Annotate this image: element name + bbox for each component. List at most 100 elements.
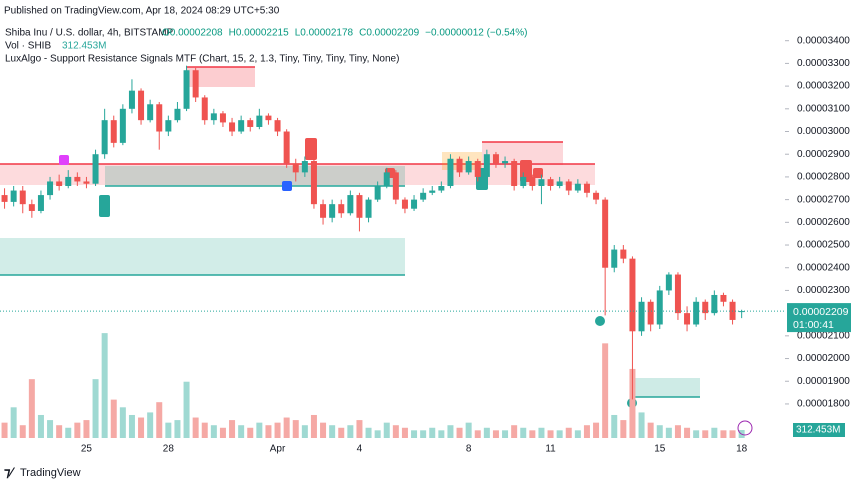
volume-bar — [547, 430, 554, 438]
volume-bar — [192, 417, 199, 438]
volume-bar — [183, 381, 190, 438]
y-tick-label: 0.00001900 — [797, 376, 850, 387]
candle-body — [429, 190, 436, 193]
candle-body — [411, 199, 418, 209]
y-tick-label: 0.00003100 — [797, 103, 850, 114]
volume-bar — [574, 430, 581, 438]
candle-body — [420, 192, 427, 200]
volume-bar — [602, 343, 609, 438]
volume-bar — [665, 427, 672, 438]
x-tick-label: 25 — [81, 444, 93, 455]
candle-body — [565, 181, 572, 191]
marker — [59, 155, 69, 165]
y-tick-label: 0.00002300 — [797, 285, 850, 296]
candle-body — [138, 90, 145, 121]
ohlc-value: H0.00002215 — [229, 28, 289, 39]
candle-body — [720, 294, 727, 302]
indicator-name: LuxAlgo - Support Resistance Signals MTF… — [5, 54, 399, 65]
volume-bar — [492, 430, 499, 438]
candle-body — [547, 179, 554, 186]
candle-body — [147, 104, 154, 121]
candle-body — [374, 186, 381, 200]
volume-value: 312.453M — [62, 41, 106, 52]
y-tick-label: 0.00002700 — [797, 194, 850, 205]
volume-bar — [411, 430, 418, 438]
volume-label: 312.453M — [796, 425, 840, 436]
candle-body — [483, 154, 490, 177]
candle-body — [674, 274, 681, 314]
candle-body — [101, 120, 108, 155]
volume-bar — [483, 427, 490, 438]
candle-body — [74, 176, 81, 182]
volume-bar — [201, 422, 208, 438]
volume-bar — [565, 427, 572, 438]
candle-body — [283, 131, 290, 164]
candle-body — [392, 172, 399, 200]
last-price-box — [787, 303, 851, 333]
support-zone — [105, 166, 405, 186]
candle-body — [656, 290, 663, 325]
volume-bar — [356, 420, 363, 438]
candle-body — [465, 161, 472, 173]
volume-bar — [65, 427, 72, 438]
candle-body — [538, 179, 545, 186]
volume-bar — [320, 422, 327, 438]
x-tick-label: 15 — [654, 444, 666, 455]
volume-bar — [520, 427, 527, 438]
volume-bar — [702, 430, 709, 438]
candle-body — [156, 104, 163, 132]
volume-title: Vol · SHIB — [5, 41, 51, 52]
candle-body — [192, 70, 199, 98]
y-tick-label: 0.00002600 — [797, 217, 850, 228]
volume-bar — [174, 420, 181, 438]
y-tick-label: 0.00002400 — [797, 262, 850, 273]
volume-bar — [656, 425, 663, 438]
volume-bar — [347, 425, 354, 438]
volume-bar — [583, 425, 590, 438]
resistance-zone — [186, 67, 255, 87]
candle-body — [583, 183, 590, 193]
price-axis — [785, 0, 852, 485]
volume-bar — [301, 425, 308, 438]
y-tick-label: 0.00002800 — [797, 172, 850, 183]
volume-bar — [729, 430, 736, 438]
y-tick-label: 0.00003300 — [797, 58, 850, 69]
volume-bar — [474, 430, 481, 438]
candle-body — [119, 108, 126, 143]
y-tick-label: 0.00002100 — [797, 330, 850, 341]
candle-body — [611, 249, 618, 268]
x-tick-label: 28 — [163, 444, 175, 455]
volume-bar — [247, 427, 254, 438]
candle-body — [620, 249, 627, 259]
volume-bar — [720, 430, 727, 438]
volume-bar — [638, 412, 645, 438]
volume-bar — [256, 422, 263, 438]
candle-body — [702, 301, 709, 314]
candle-body — [110, 120, 117, 143]
candle-body — [474, 161, 481, 177]
ohlc-value: −0.00000012 (−0.54%) — [425, 28, 527, 39]
last-price: 0.00002209 — [793, 306, 849, 318]
candle-body — [502, 161, 509, 164]
candle-body — [593, 192, 600, 200]
volume-bar — [611, 414, 618, 438]
candle-body — [556, 181, 563, 186]
candle-body — [310, 161, 317, 205]
published: Published on TradingView.com, Apr 18, 20… — [4, 6, 280, 17]
candle-body — [629, 258, 636, 332]
candle-body — [401, 199, 408, 209]
volume-bar — [19, 425, 26, 438]
chart-title: Shiba Inu / U.S. dollar, 4h, BITSTAMP — [5, 28, 174, 39]
volume-bar — [684, 427, 691, 438]
volume-bar — [538, 427, 545, 438]
candle-body — [356, 195, 363, 218]
volume-bar — [401, 427, 408, 438]
candle-body — [520, 176, 527, 186]
volume-bar — [74, 422, 81, 438]
volume-label-box — [793, 423, 845, 437]
candle-body — [292, 163, 299, 173]
volume-bar — [711, 427, 718, 438]
